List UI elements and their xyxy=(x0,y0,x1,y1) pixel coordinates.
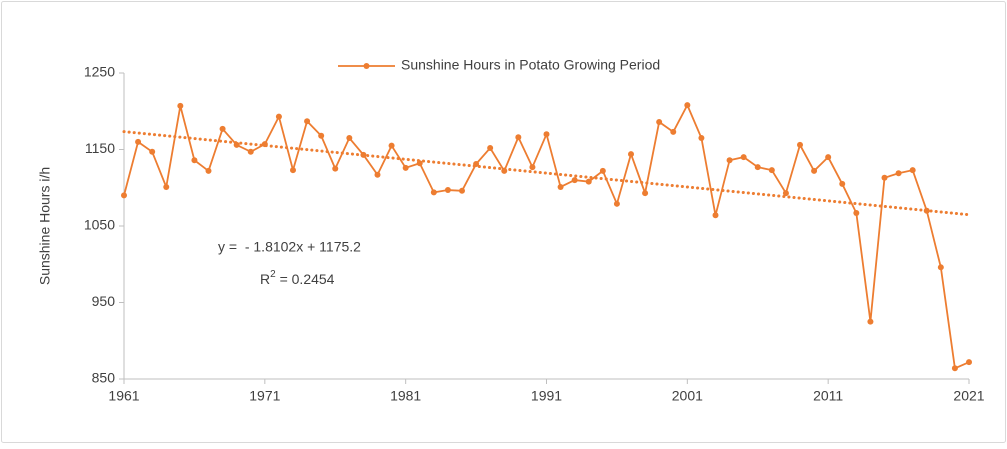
data-point xyxy=(712,212,719,219)
data-point xyxy=(585,178,592,185)
x-tick-label: 1961 xyxy=(108,388,139,404)
r2-exponent: 2 xyxy=(270,269,276,280)
data-point xyxy=(487,144,494,151)
data-point xyxy=(754,164,761,171)
data-point xyxy=(740,154,747,161)
data-point xyxy=(825,154,832,161)
x-tick-label: 1971 xyxy=(249,388,280,404)
data-point xyxy=(374,171,381,178)
data-point xyxy=(177,102,184,109)
data-point xyxy=(163,183,170,190)
data-point xyxy=(444,187,451,194)
data-point xyxy=(543,131,550,138)
data-point xyxy=(205,167,212,174)
data-point xyxy=(121,192,127,199)
data-point xyxy=(149,148,156,155)
data-point xyxy=(895,170,902,177)
data-point xyxy=(459,187,465,194)
data-point xyxy=(346,135,353,142)
data-point xyxy=(853,209,860,216)
data-point xyxy=(515,134,522,141)
data-point xyxy=(937,264,944,271)
x-tick-label: 1991 xyxy=(531,388,562,404)
y-tick-label: 1250 xyxy=(84,64,115,80)
data-point xyxy=(966,359,972,366)
data-point xyxy=(642,190,649,197)
y-tick-label: 1050 xyxy=(84,217,115,233)
data-point xyxy=(430,189,437,196)
y-tick-label: 850 xyxy=(92,370,116,386)
data-point xyxy=(599,167,606,174)
data-point xyxy=(247,148,254,155)
y-tick-label: 950 xyxy=(92,293,116,309)
data-point xyxy=(318,132,325,139)
trend-r2: R2 = 0.2454 xyxy=(260,269,335,287)
data-point xyxy=(191,157,198,164)
legend-label: Sunshine Hours in Potato Growing Period xyxy=(401,57,660,73)
data-point xyxy=(698,135,705,142)
data-point xyxy=(304,118,311,125)
y-axis-label: Sunshine Hours i/h xyxy=(37,167,53,285)
trendline xyxy=(122,130,971,217)
y-tick-label: 1150 xyxy=(85,140,115,156)
x-tick-label: 2011 xyxy=(813,388,843,404)
trend-equation: y = - 1.8102x + 1175.2 xyxy=(218,239,361,255)
data-point xyxy=(726,157,733,164)
data-point xyxy=(909,167,916,174)
data-point xyxy=(402,164,409,171)
r2-text: = 0.2454 xyxy=(276,271,335,287)
data-point xyxy=(290,167,296,174)
data-point xyxy=(881,174,888,181)
data-point xyxy=(797,141,803,148)
data-point xyxy=(782,190,789,197)
data-point xyxy=(628,151,634,158)
data-point xyxy=(656,118,663,125)
data-point xyxy=(768,167,775,174)
data-point xyxy=(135,138,142,145)
x-tick-label: 2001 xyxy=(672,388,703,404)
data-point xyxy=(811,167,818,174)
data-point xyxy=(529,164,536,171)
data-point xyxy=(951,365,958,372)
data-point xyxy=(332,165,339,172)
data-point xyxy=(839,180,846,187)
legend-marker xyxy=(363,63,370,69)
data-point xyxy=(670,128,677,135)
data-point xyxy=(388,142,395,149)
data-point xyxy=(557,183,564,190)
data-point xyxy=(571,177,578,184)
data-point xyxy=(867,318,874,325)
data-point xyxy=(219,125,226,132)
x-tick-label: 2021 xyxy=(953,388,984,404)
data-point xyxy=(613,200,620,207)
x-tick-label: 1981 xyxy=(390,388,421,404)
data-point xyxy=(275,113,282,120)
r2-symbol: R xyxy=(260,271,270,287)
data-point xyxy=(684,102,691,109)
